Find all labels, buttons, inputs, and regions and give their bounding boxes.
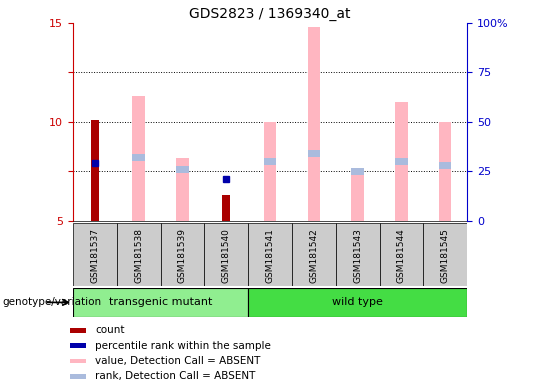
Bar: [176, 166, 188, 173]
Bar: [395, 158, 408, 165]
Bar: [91, 120, 99, 221]
Text: value, Detection Call = ABSENT: value, Detection Call = ABSENT: [96, 356, 261, 366]
Bar: [308, 27, 320, 221]
Bar: [439, 162, 451, 169]
Bar: [70, 374, 86, 379]
Text: percentile rank within the sample: percentile rank within the sample: [96, 341, 271, 351]
Bar: [204, 223, 248, 286]
Bar: [264, 122, 276, 221]
Bar: [380, 223, 423, 286]
Bar: [264, 158, 276, 165]
Text: GSM181539: GSM181539: [178, 228, 187, 283]
Bar: [73, 288, 248, 317]
Text: GSM181538: GSM181538: [134, 228, 143, 283]
Bar: [132, 96, 145, 221]
Text: GSM181545: GSM181545: [441, 228, 450, 283]
Text: GSM181542: GSM181542: [309, 228, 318, 283]
Bar: [308, 150, 320, 157]
Text: GSM181544: GSM181544: [397, 228, 406, 283]
Text: rank, Detection Call = ABSENT: rank, Detection Call = ABSENT: [96, 371, 256, 381]
Bar: [336, 223, 380, 286]
Bar: [70, 328, 86, 333]
Text: GSM181543: GSM181543: [353, 228, 362, 283]
Text: GSM181540: GSM181540: [222, 228, 231, 283]
Bar: [70, 343, 86, 348]
Bar: [160, 223, 204, 286]
Bar: [395, 102, 408, 221]
Title: GDS2823 / 1369340_at: GDS2823 / 1369340_at: [189, 7, 351, 21]
Text: genotype/variation: genotype/variation: [3, 297, 102, 308]
Text: transgenic mutant: transgenic mutant: [109, 297, 212, 308]
Text: GSM181537: GSM181537: [90, 228, 99, 283]
Bar: [423, 223, 467, 286]
Bar: [248, 288, 467, 317]
Bar: [176, 157, 188, 221]
Bar: [132, 154, 145, 161]
Bar: [439, 122, 451, 221]
Bar: [222, 195, 231, 221]
Bar: [73, 223, 117, 286]
Bar: [352, 171, 364, 221]
Text: wild type: wild type: [332, 297, 383, 308]
Bar: [352, 168, 364, 175]
Text: count: count: [96, 325, 125, 335]
Bar: [248, 223, 292, 286]
Bar: [70, 359, 86, 363]
Bar: [292, 223, 336, 286]
Text: GSM181541: GSM181541: [266, 228, 274, 283]
Bar: [117, 223, 160, 286]
